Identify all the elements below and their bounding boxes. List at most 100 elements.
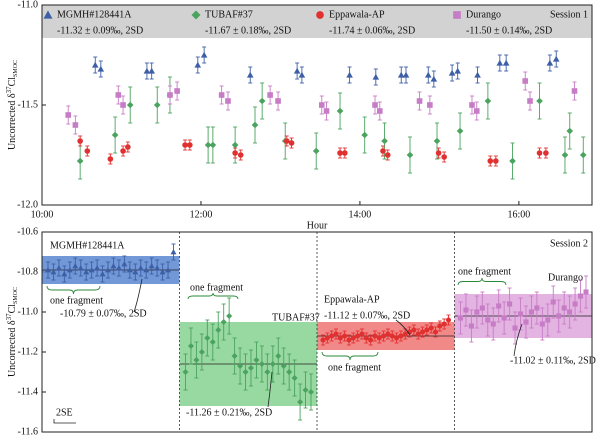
data-point	[380, 148, 386, 154]
data-point	[333, 331, 339, 337]
legend-label: TUBAF#37	[205, 9, 253, 20]
data-point	[232, 150, 238, 156]
data-point	[291, 375, 298, 381]
y-tick-label: -11.6	[18, 426, 38, 437]
session-label: Session 2	[550, 238, 588, 249]
data-point	[376, 335, 382, 341]
data-point	[445, 317, 452, 323]
data-point	[88, 267, 95, 273]
data-point	[324, 335, 330, 341]
data-point	[496, 303, 502, 309]
data-point	[398, 333, 404, 339]
group-stats: -11.12 ± 0.07‰, 2SD	[324, 310, 410, 321]
data-point	[469, 102, 475, 108]
data-point	[76, 157, 84, 165]
data-point	[209, 141, 217, 149]
data-point	[275, 98, 281, 104]
y-axis-title: Uncorrected δ37ClSMOC	[5, 287, 20, 377]
data-point	[474, 71, 481, 78]
data-point	[200, 51, 208, 58]
data-point	[167, 92, 173, 98]
y-tick-label: -11.5	[18, 99, 38, 110]
data-point	[346, 71, 353, 78]
data-point	[342, 333, 348, 339]
y-tick-label: -10.8	[17, 266, 38, 277]
data-point	[91, 61, 99, 68]
data-point	[546, 59, 554, 66]
data-point	[237, 363, 244, 369]
data-point	[99, 271, 106, 277]
data-point	[286, 369, 293, 375]
data-point	[293, 67, 301, 74]
leader-line	[267, 371, 273, 408]
y-title-sup: 37	[5, 313, 13, 321]
data-point	[556, 313, 562, 319]
y-axis-title: Uncorrected δ37ClSMOC	[5, 60, 20, 150]
data-point	[454, 67, 461, 74]
data-point	[45, 267, 51, 273]
data-point	[545, 317, 551, 323]
legend-label: Durango	[466, 9, 501, 20]
data-point	[126, 101, 134, 109]
data-point	[302, 387, 309, 393]
data-point	[490, 321, 496, 327]
data-point	[154, 265, 161, 271]
data-point	[523, 319, 529, 325]
data-point	[437, 323, 443, 329]
data-point	[107, 156, 114, 162]
data-point	[381, 137, 388, 145]
data-point	[231, 353, 238, 359]
data-point	[318, 102, 325, 108]
y-title-text: Uncorrected δ	[7, 320, 18, 377]
data-point	[394, 335, 400, 341]
data-point	[402, 331, 408, 337]
data-point	[571, 88, 578, 94]
data-point	[143, 67, 151, 74]
data-point	[50, 269, 57, 275]
data-point	[441, 321, 447, 327]
data-point	[433, 137, 441, 145]
data-point	[402, 71, 410, 78]
group-stats: -11.26 ± 0.21‰, 2SD	[186, 407, 272, 418]
data-point	[247, 365, 254, 371]
data-point	[94, 265, 101, 271]
data-point	[126, 267, 133, 273]
data-point	[253, 357, 260, 363]
data-point	[527, 98, 533, 104]
data-point	[193, 357, 200, 363]
data-point	[182, 142, 188, 148]
data-point	[435, 150, 442, 156]
x-tick-label: 12:00	[190, 209, 213, 220]
data-point	[561, 151, 569, 159]
data-point	[55, 265, 62, 271]
data-point	[237, 152, 244, 158]
y-title-text: Uncorrected δ	[7, 93, 18, 150]
data-point	[174, 88, 180, 94]
data-point	[372, 73, 380, 80]
data-point	[419, 329, 426, 335]
plot-frame	[41, 4, 593, 206]
data-point	[251, 121, 259, 129]
data-point	[148, 67, 155, 74]
data-point	[258, 361, 265, 367]
data-point	[65, 112, 72, 118]
data-point	[77, 265, 84, 271]
data-point	[448, 69, 456, 76]
data-point	[528, 309, 534, 315]
data-point	[473, 108, 480, 114]
data-point	[72, 263, 79, 269]
scale-bar-label: 2SE	[56, 407, 73, 418]
data-point	[115, 265, 122, 271]
legend-marker	[191, 10, 201, 20]
data-point	[361, 131, 368, 139]
data-point	[496, 59, 504, 66]
data-point	[457, 315, 464, 321]
data-point	[372, 333, 378, 339]
session-label: Session 1	[550, 9, 588, 20]
data-point	[320, 337, 326, 343]
data-point	[170, 249, 177, 255]
data-point	[336, 107, 344, 115]
data-point	[484, 97, 492, 105]
fragment-brace	[187, 292, 239, 300]
